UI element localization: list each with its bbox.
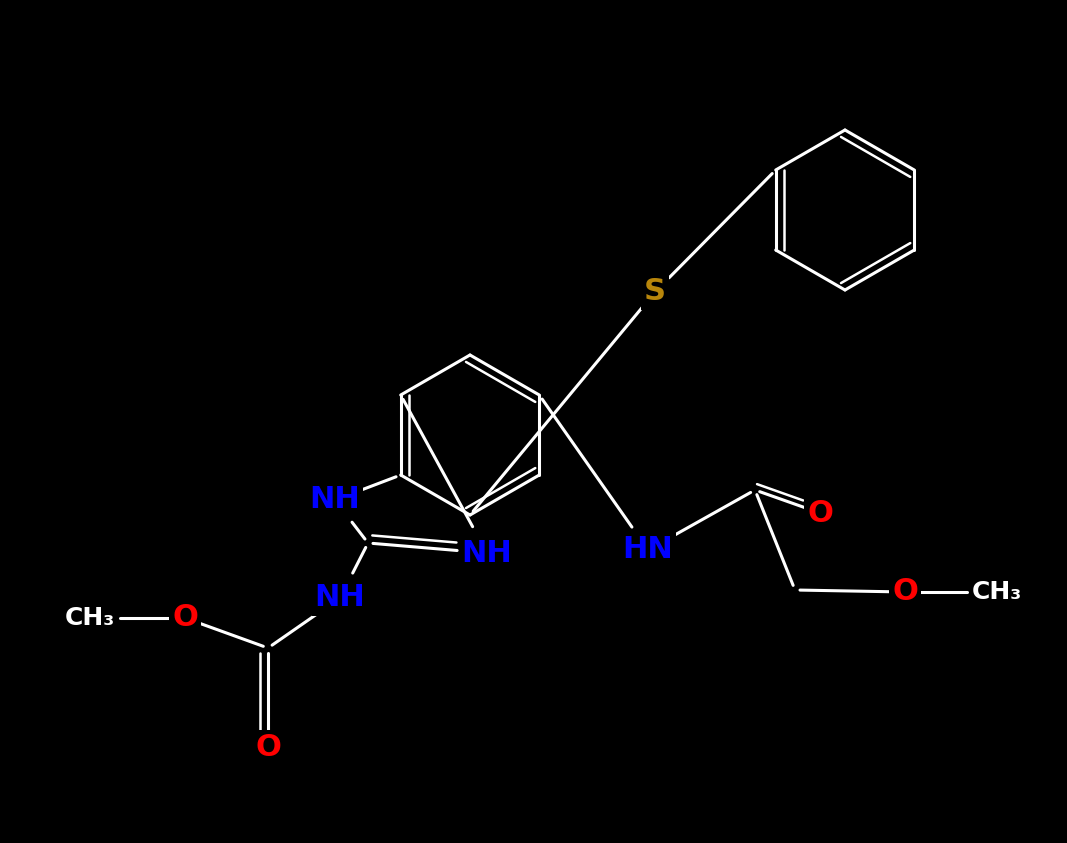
Text: S: S	[644, 277, 666, 307]
Text: O: O	[255, 733, 281, 763]
Text: O: O	[892, 577, 918, 606]
Text: HN: HN	[623, 535, 673, 565]
Text: NH: NH	[315, 583, 365, 613]
Text: CH₃: CH₃	[972, 580, 1022, 604]
Text: CH₃: CH₃	[65, 606, 115, 630]
Text: NH: NH	[462, 539, 512, 567]
Text: O: O	[172, 604, 198, 632]
Text: NH: NH	[309, 486, 361, 514]
Text: O: O	[807, 498, 833, 528]
